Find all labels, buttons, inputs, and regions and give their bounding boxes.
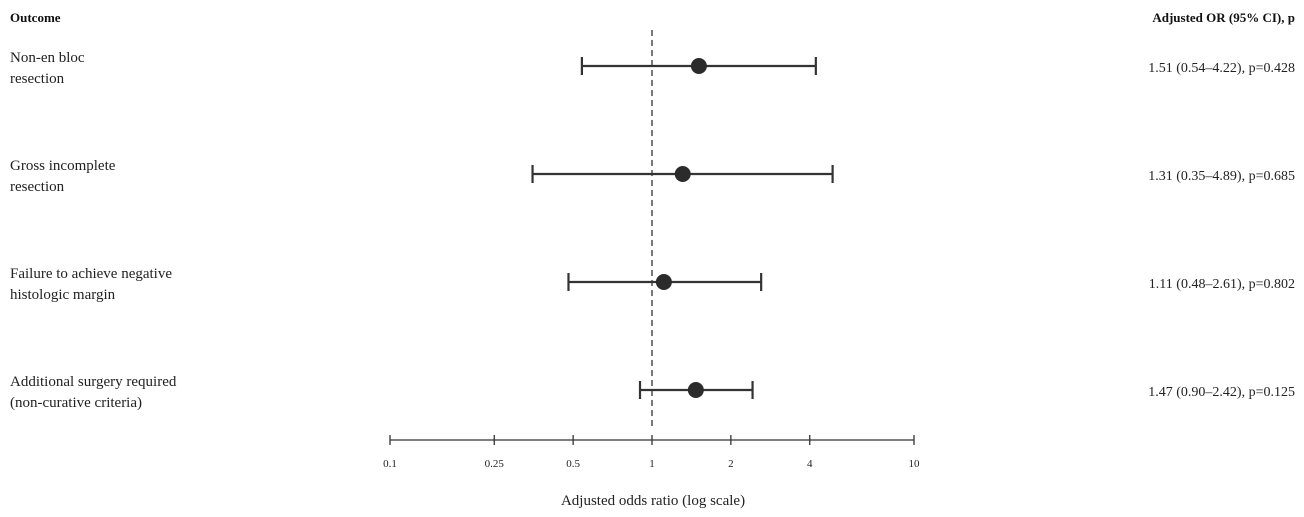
point-estimate xyxy=(690,58,707,74)
x-axis: 0.1 0.25 0.5 1 2 4 10 xyxy=(383,435,920,470)
result-text: 1.47 (0.90–2.42), p=0.125 xyxy=(1148,385,1295,400)
x-tick-label: 1 xyxy=(649,458,655,470)
outcome-label: Failure to achieve negative xyxy=(10,266,172,282)
outcome-label: (non-curative criteria) xyxy=(10,395,142,411)
x-tick-label: 10 xyxy=(909,458,921,470)
result-column-header: Adjusted OR (95% CI), p xyxy=(1152,10,1295,25)
outcome-rows: Non-en bloc resection 1.51 (0.54–4.22), p=… xyxy=(10,50,1295,411)
x-tick-label: 0.1 xyxy=(383,458,397,470)
x-tick-label: 0.25 xyxy=(485,458,505,470)
x-tick-label: 0.5 xyxy=(566,458,580,470)
outcome-label: histologic margin xyxy=(10,287,116,303)
x-axis-label: Adjusted odds ratio (log scale) xyxy=(561,493,745,509)
outcome-label: Gross incomplete xyxy=(10,158,116,174)
outcome-label: Non-en bloc xyxy=(10,50,85,66)
x-tick-label: 4 xyxy=(807,458,813,470)
outcome-row: Gross incomplete resection 1.31 (0.35–4.89… xyxy=(10,158,1295,195)
result-text: 1.11 (0.48–2.61), p=0.802 xyxy=(1149,277,1295,292)
result-text: 1.51 (0.54–4.22), p=0.428 xyxy=(1148,61,1295,76)
outcome-row: Failure to achieve negative histologic ma… xyxy=(10,266,1295,303)
outcome-row: Non-en bloc resection 1.51 (0.54–4.22), p=… xyxy=(10,50,1295,87)
point-estimate xyxy=(655,274,672,290)
x-tick-label: 2 xyxy=(728,458,734,470)
outcome-label: resection xyxy=(10,71,65,87)
result-text: 1.31 (0.35–4.89), p=0.685 xyxy=(1148,169,1295,184)
point-estimate xyxy=(687,382,704,398)
outcome-label: resection xyxy=(10,179,65,195)
outcome-row: Additional surgery required (non-curative… xyxy=(10,374,1295,411)
point-estimate xyxy=(674,166,691,182)
outcome-column-header: Outcome xyxy=(10,10,61,25)
outcome-label: Additional surgery required xyxy=(10,374,177,390)
